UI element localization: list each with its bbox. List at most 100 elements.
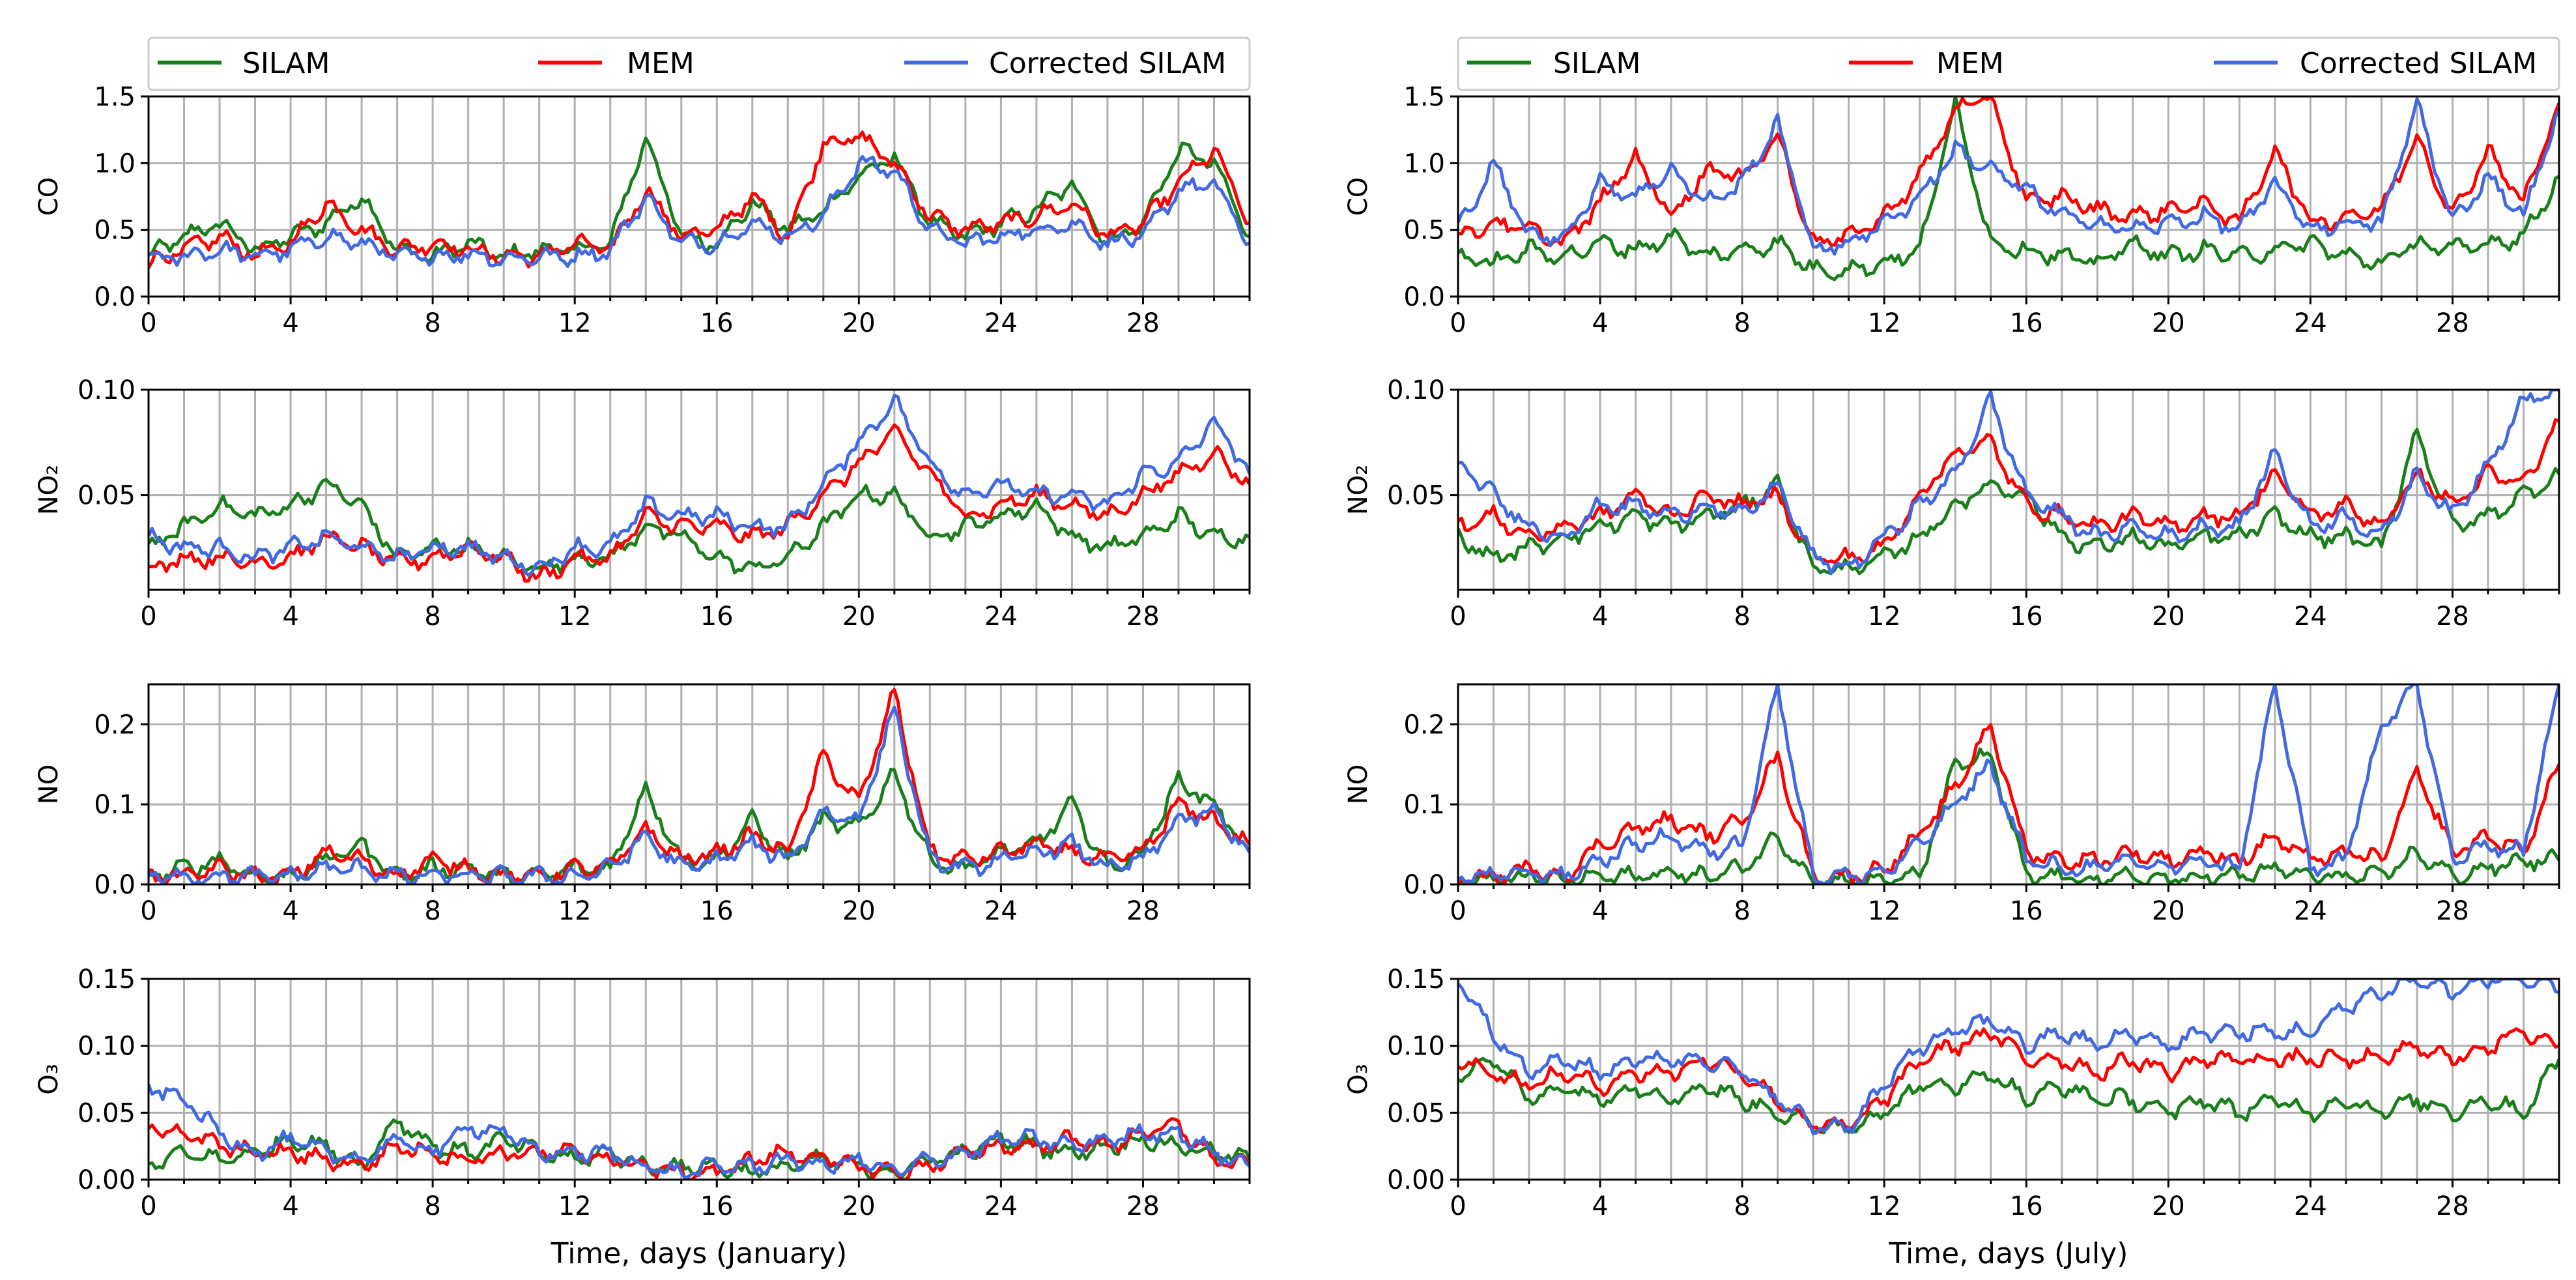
x-axis-label-july: Time, days (July)	[1889, 1237, 2128, 1270]
x-tick-label: 24	[984, 602, 1018, 632]
legend-label-silam: SILAM	[1553, 47, 1641, 80]
y-axis-label: NO	[1343, 764, 1373, 804]
series-line-mem	[1458, 723, 2559, 884]
y-tick-label: 0.00	[1387, 1165, 1445, 1195]
x-tick-label: 12	[558, 602, 592, 632]
series-line-mem	[149, 688, 1250, 884]
plot-frame	[1457, 95, 2560, 298]
x-tick-label: 20	[842, 896, 876, 926]
chart-january: SILAM MEM Corrected SILAM Time, days (Ja…	[34, 36, 1251, 1270]
plot-frame	[147, 683, 1251, 886]
x-tick-label: 0	[1450, 1191, 1466, 1221]
x-tick-label: 8	[424, 896, 440, 926]
series-line-silam	[1458, 1056, 2559, 1135]
x-tick-label: 4	[1592, 602, 1608, 632]
x-tick-label: 20	[842, 308, 876, 338]
x-tick-label: 16	[700, 602, 734, 632]
x-tick-label: 12	[558, 1191, 592, 1221]
plot-frame	[147, 95, 1251, 298]
x-tick-label: 4	[1592, 896, 1608, 926]
x-tick-label: 16	[700, 1191, 734, 1221]
y-tick-label: 0.5	[94, 216, 136, 246]
series-line-mem	[1458, 418, 2559, 564]
y-tick-label: 0.10	[1387, 1032, 1445, 1062]
y-tick-label: 0.1	[94, 790, 136, 820]
x-tick-label: 8	[424, 308, 440, 338]
y-tick-label: 0.10	[1387, 375, 1445, 405]
x-tick-label: 0	[140, 896, 156, 926]
series-line-mem	[1458, 96, 2559, 247]
x-tick-label: 20	[2152, 896, 2185, 926]
y-tick-label: 0.0	[1403, 870, 1445, 900]
x-tick-label: 28	[1126, 1191, 1160, 1221]
y-tick-label: 0.10	[78, 1032, 136, 1062]
y-tick-label: 0.05	[78, 1098, 136, 1128]
x-tick-label: 28	[1126, 602, 1160, 632]
y-tick-label: 1.5	[94, 82, 136, 112]
x-tick-label: 20	[2152, 602, 2185, 632]
x-tick-label: 24	[984, 308, 1018, 338]
y-tick-label: 1.0	[1403, 149, 1445, 179]
y-axis-label: NO	[34, 764, 64, 804]
x-tick-label: 28	[2436, 896, 2469, 926]
panel-2: 0.05 0.10 0 4 8 12 16 20 24 28 NO₂	[34, 375, 1251, 632]
y-tick-label: 0.05	[1387, 481, 1445, 511]
legend-box	[147, 36, 1251, 91]
x-tick-label: 16	[2010, 1191, 2043, 1221]
legend-label-corrected-silam: Corrected SILAM	[2300, 47, 2537, 80]
y-axis-label: CO	[34, 177, 64, 216]
legend-box	[1457, 36, 2560, 91]
x-tick-label: 24	[984, 1191, 1018, 1221]
x-tick-label: 12	[1868, 602, 1901, 632]
x-tick-label: 0	[1450, 896, 1466, 926]
x-tick-label: 8	[1734, 896, 1750, 926]
x-tick-label: 28	[1126, 896, 1160, 926]
series-line-corrected-silam	[149, 1083, 1250, 1180]
x-tick-label: 12	[558, 896, 592, 926]
x-tick-label: 24	[984, 896, 1018, 926]
series-line-silam	[149, 478, 1250, 575]
x-tick-label: 28	[2436, 602, 2469, 632]
panel-3: 0.0 0.1 0.2 0 4 8 12 16 20 24 28 NO	[1343, 683, 2560, 926]
y-axis-label: NO₂	[1343, 465, 1373, 515]
y-tick-label: 0.1	[1403, 790, 1445, 820]
plot-frame	[1457, 388, 2560, 591]
y-tick-label: 0.2	[1403, 710, 1445, 740]
panel-1: 0.0 0.5 1.0 1.5 0 4 8 12 16 20 24 28 CO	[1343, 82, 2560, 338]
panel-4: 0.00 0.05 0.10 0.15 0 4 8 12 16 20 24 28 O₃	[1343, 965, 2560, 1221]
x-tick-label: 20	[842, 1191, 876, 1221]
x-tick-label: 4	[282, 308, 298, 338]
x-tick-label: 8	[1734, 308, 1750, 338]
panel-2: 0.05 0.10 0 4 8 12 16 20 24 28 NO₂	[1343, 375, 2560, 632]
x-tick-label: 0	[1450, 308, 1466, 338]
y-axis-label: O₃	[34, 1064, 64, 1095]
x-tick-label: 0	[140, 1191, 156, 1221]
y-tick-label: 0.0	[94, 282, 136, 312]
y-tick-label: 0.10	[78, 375, 136, 405]
y-tick-label: 0.2	[94, 710, 136, 740]
x-tick-label: 24	[2294, 896, 2327, 926]
x-axis-label-january: Time, days (January)	[551, 1237, 848, 1270]
x-tick-label: 12	[558, 308, 592, 338]
series-line-corrected-silam	[149, 705, 1250, 884]
x-tick-label: 8	[424, 1191, 440, 1221]
series-line-corrected-silam	[149, 154, 1250, 269]
x-tick-label: 12	[1868, 308, 1901, 338]
x-tick-label: 28	[1126, 308, 1160, 338]
x-tick-label: 28	[2436, 1191, 2469, 1221]
x-tick-label: 0	[140, 308, 156, 338]
series-line-corrected-silam	[149, 394, 1250, 577]
y-tick-label: 0.05	[78, 481, 136, 511]
y-axis-label: O₃	[1343, 1064, 1373, 1095]
y-tick-label: 0.15	[1387, 965, 1445, 995]
series-line-silam	[1458, 428, 2559, 575]
series-line-silam	[1458, 96, 2559, 282]
plot-frame	[147, 978, 1251, 1181]
y-tick-label: 0.0	[1403, 282, 1445, 312]
plot-frame	[147, 388, 1251, 591]
x-tick-label: 12	[1868, 896, 1901, 926]
x-tick-label: 0	[1450, 602, 1466, 632]
y-tick-label: 1.0	[94, 149, 136, 179]
panel-1: 0.0 0.5 1.0 1.5 0 4 8 12 16 20 24 28 CO	[34, 82, 1251, 338]
